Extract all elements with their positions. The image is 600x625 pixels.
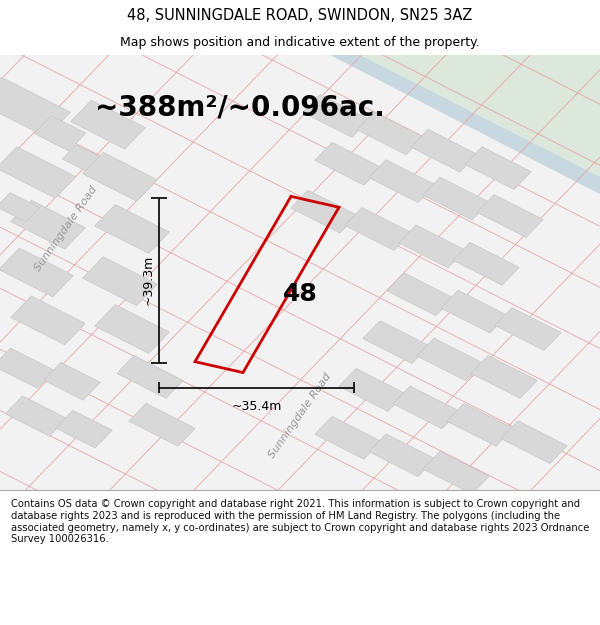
Polygon shape — [303, 94, 369, 138]
Text: ~388m²/~0.096ac.: ~388m²/~0.096ac. — [95, 93, 385, 121]
Polygon shape — [357, 112, 423, 154]
Polygon shape — [34, 116, 86, 151]
Polygon shape — [0, 192, 40, 222]
Polygon shape — [393, 386, 459, 429]
Polygon shape — [360, 55, 600, 177]
Polygon shape — [5, 396, 67, 436]
Polygon shape — [339, 369, 405, 411]
Polygon shape — [95, 304, 169, 354]
Polygon shape — [471, 356, 537, 398]
Polygon shape — [423, 177, 489, 220]
Polygon shape — [0, 348, 55, 388]
Polygon shape — [345, 208, 411, 251]
Polygon shape — [11, 200, 85, 249]
Polygon shape — [453, 242, 519, 285]
Polygon shape — [56, 410, 112, 448]
Polygon shape — [291, 190, 357, 233]
Polygon shape — [62, 145, 106, 174]
Polygon shape — [477, 194, 543, 238]
Text: ~35.4m: ~35.4m — [232, 400, 281, 413]
Polygon shape — [0, 248, 73, 297]
Text: Sunningdale Road: Sunningdale Road — [33, 184, 99, 273]
Polygon shape — [363, 321, 429, 364]
Polygon shape — [330, 55, 600, 194]
Polygon shape — [411, 129, 477, 172]
Polygon shape — [447, 403, 513, 446]
Polygon shape — [387, 273, 453, 316]
Polygon shape — [465, 147, 531, 189]
Polygon shape — [417, 338, 483, 381]
Text: Contains OS data © Crown copyright and database right 2021. This information is : Contains OS data © Crown copyright and d… — [11, 499, 589, 544]
Text: Map shows position and indicative extent of the property.: Map shows position and indicative extent… — [120, 36, 480, 49]
Polygon shape — [369, 434, 435, 477]
Polygon shape — [129, 403, 195, 446]
Text: 48, SUNNINGDALE ROAD, SWINDON, SN25 3AZ: 48, SUNNINGDALE ROAD, SWINDON, SN25 3AZ — [127, 8, 473, 23]
Polygon shape — [315, 416, 381, 459]
Polygon shape — [399, 225, 465, 268]
Polygon shape — [369, 160, 435, 202]
Polygon shape — [117, 356, 183, 398]
Polygon shape — [441, 290, 507, 333]
Text: Sunningdale Road: Sunningdale Road — [267, 372, 333, 461]
Polygon shape — [83, 152, 157, 201]
Polygon shape — [315, 142, 381, 185]
Polygon shape — [44, 362, 100, 400]
Polygon shape — [95, 204, 169, 253]
Polygon shape — [0, 78, 70, 137]
Text: 48: 48 — [283, 282, 317, 306]
Polygon shape — [501, 421, 567, 464]
Polygon shape — [11, 296, 85, 345]
Polygon shape — [71, 100, 145, 149]
Polygon shape — [83, 257, 157, 306]
Text: ~39.3m: ~39.3m — [142, 255, 155, 306]
Polygon shape — [495, 308, 561, 351]
Polygon shape — [423, 451, 489, 494]
Polygon shape — [0, 147, 76, 198]
